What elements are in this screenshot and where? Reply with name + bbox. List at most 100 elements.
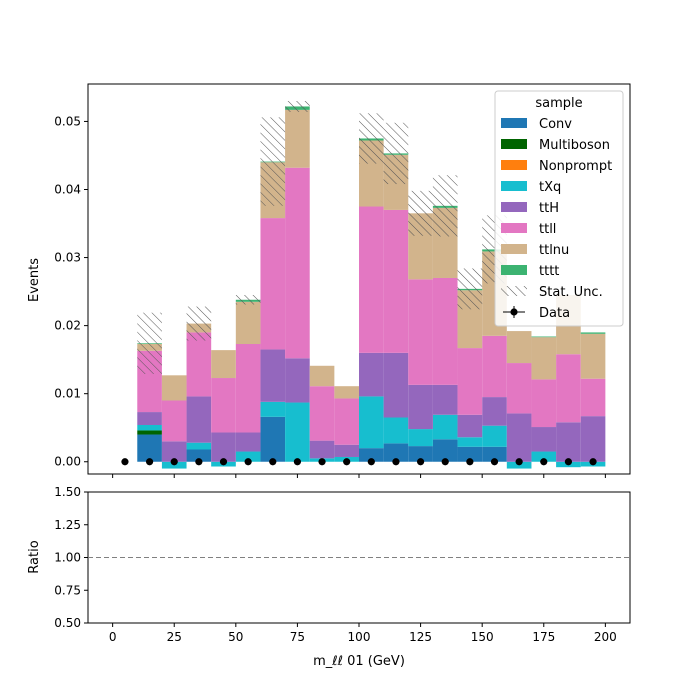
stat-unc-band-bin-2	[186, 306, 212, 341]
bar-tth-bin-6	[285, 358, 310, 403]
bar-ttll-bin-3	[211, 378, 236, 433]
main-y-tick-label-5: 0.05	[54, 114, 81, 128]
main-x-ticks	[112, 474, 606, 478]
bar-ttll-bin-17	[556, 354, 581, 423]
bar-conv-bin-0	[137, 434, 162, 462]
main-y-axis-label: Events	[27, 258, 42, 302]
stat-unc-bands	[137, 101, 507, 374]
bar-tth-bin-13	[457, 414, 483, 438]
legend-swatch-nonprompt	[501, 160, 527, 170]
data-points	[121, 458, 597, 466]
bar-txq-bin-4	[235, 451, 261, 462]
legend-label-multiboson: Multiboson	[539, 138, 610, 153]
legend-swatch-ttlnu	[501, 244, 527, 254]
legend-label-data: Data	[539, 306, 570, 321]
main-y-tick-label-4: 0.04	[54, 182, 81, 196]
bar-conv-bin-11	[408, 446, 433, 462]
ratio-x-tick-label-5: 125	[409, 630, 432, 644]
legend-label-tttt: tttt	[539, 264, 559, 279]
data-point-3	[195, 458, 203, 466]
stat-unc-band-bin-6	[285, 101, 310, 112]
ratio-x-tick-label-3: 75	[290, 630, 305, 644]
bar-multiboson-bin-0	[137, 430, 162, 435]
bar-tth-bin-2	[186, 396, 212, 443]
ratio-x-tick-label-4: 100	[348, 630, 371, 644]
bar-ttll-bin-7	[309, 386, 335, 441]
bar-ttll-bin-15	[506, 363, 532, 414]
bar-txq-bin-11	[408, 429, 433, 447]
data-point-7	[293, 458, 302, 466]
data-point-11	[392, 458, 400, 466]
data-point-13	[441, 458, 449, 466]
bar-ttll-bin-12	[432, 277, 458, 385]
data-point-1	[145, 458, 154, 466]
bar-ttll-bin-18	[580, 378, 606, 417]
bar-conv-bin-10	[383, 443, 409, 462]
legend-swatch-stat-unc-	[501, 286, 527, 296]
legend-swatch-txq	[501, 181, 527, 191]
bar-tth-bin-16	[531, 427, 557, 452]
bar-ttll-bin-4	[235, 344, 261, 433]
ratio-x-tick-label-8: 200	[594, 630, 617, 644]
main-y-tick-label-0: 0.00	[54, 455, 81, 469]
data-point-14	[466, 458, 474, 466]
bar-ttlnu-bin-1	[161, 375, 187, 401]
data-point-0	[121, 458, 129, 466]
bar-tth-bin-12	[432, 384, 458, 415]
bar-conv-bin-14	[482, 446, 507, 462]
bar-ttlnu-bin-4	[235, 301, 261, 344]
bar-tth-bin-8	[334, 444, 359, 457]
ratio-panel: 0.50 0.75 1.00 1.25 1.50 0 25 50 75 100 125 150 175…	[27, 485, 631, 669]
bar-txq-bin-14	[482, 425, 507, 447]
bar-txq-bin-16	[531, 451, 557, 462]
stat-unc-band-bin-13	[457, 268, 483, 310]
bar-txq-bin-12	[432, 414, 458, 440]
bar-txq-bin-6	[285, 402, 310, 462]
bar-ttll-bin-16	[531, 379, 557, 428]
bar-txq-bin-2	[186, 442, 212, 450]
bar-txq-bin-9	[359, 396, 384, 449]
main-y-ticks: 0.00 0.01 0.02 0.03 0.04 0.05	[54, 114, 88, 469]
bar-ttll-bin-1	[161, 400, 187, 442]
ratio-x-tick-label-0: 0	[109, 630, 117, 644]
bar-tth-bin-14	[482, 397, 507, 426]
ratio-x-tick-label-7: 175	[532, 630, 555, 644]
bar-ttll-bin-11	[408, 279, 433, 385]
bar-tth-bin-15	[506, 413, 532, 462]
legend: sample Conv Multiboson Nonprompt tXq ttH ttll…	[494, 90, 624, 327]
bar-conv-bin-5	[260, 416, 286, 462]
bar-ttll-bin-13	[457, 348, 483, 415]
ratio-y-tick-label-0: 0.50	[54, 616, 81, 630]
legend-title: sample	[535, 96, 582, 111]
data-point-16	[515, 458, 523, 466]
data-point-5	[244, 458, 252, 466]
bar-ttll-bin-14	[482, 335, 507, 398]
bar-ttll-bin-10	[383, 209, 409, 353]
bar-tth-bin-1	[161, 441, 187, 462]
stat-unc-band-bin-10	[383, 122, 409, 185]
legend-label-tth: ttH	[539, 201, 559, 216]
ratio-y-axis-label: Ratio	[27, 540, 42, 573]
bar-tth-bin-0	[137, 412, 162, 425]
data-point-17	[540, 458, 548, 466]
data-point-12	[416, 458, 425, 466]
legend-label-nonprompt: Nonprompt	[539, 159, 612, 174]
bar-tth-bin-5	[260, 349, 286, 402]
ratio-x-ticks: 0 25 50 75 100 125 150 175 200	[109, 623, 617, 644]
stat-unc-band-bin-12	[432, 175, 458, 237]
bar-ttlnu-bin-7	[309, 365, 335, 387]
bar-ttlnu-bin-6	[285, 109, 310, 168]
bar-ttll-bin-5	[260, 218, 286, 350]
stat-unc-band-bin-9	[359, 113, 384, 164]
bar-tth-bin-3	[211, 432, 236, 462]
data-point-4	[219, 458, 228, 466]
legend-swatch-tth	[501, 202, 527, 212]
legend-label-conv: Conv	[539, 117, 572, 132]
stat-unc-band-bin-4	[235, 294, 261, 305]
bar-txq-bin-0	[137, 424, 162, 431]
bar-tth-bin-10	[383, 352, 409, 418]
data-point-6	[269, 458, 277, 466]
bar-ttlnu-bin-3	[211, 350, 236, 379]
data-point-2	[170, 458, 178, 466]
